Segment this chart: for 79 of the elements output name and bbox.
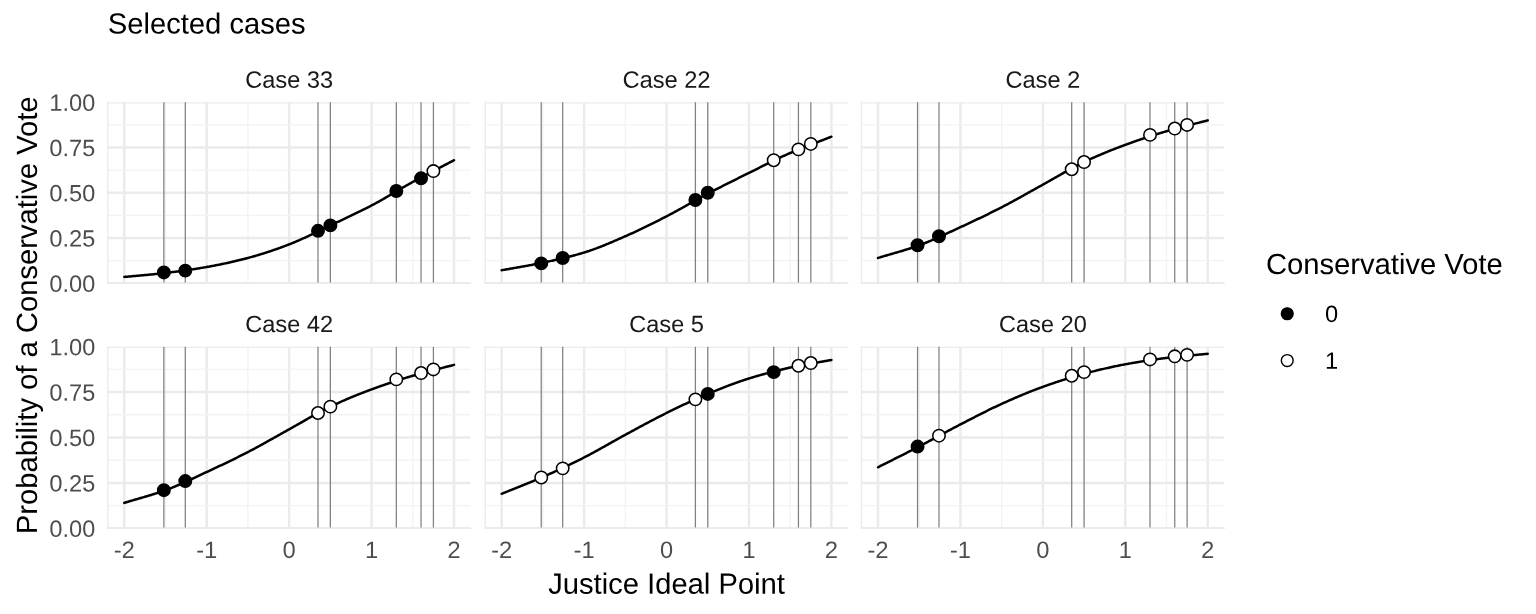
- legend-label: 0: [1325, 305, 1338, 323]
- point: [156, 265, 171, 280]
- x-tick-label: 2: [448, 541, 460, 558]
- y-tick-label: 0.25: [50, 474, 95, 492]
- point: [534, 470, 549, 485]
- point: [766, 365, 781, 380]
- x-tick-label: 0: [283, 541, 295, 559]
- x-tick-label: -1: [574, 541, 594, 558]
- point: [414, 366, 429, 381]
- x-tick-label: 1: [744, 541, 755, 558]
- y-tick-label: 0.75: [50, 139, 95, 157]
- point: [1064, 162, 1079, 177]
- x-tick-label: -1: [197, 541, 217, 558]
- chart-title: Case 33: [246, 71, 333, 88]
- point: [426, 164, 441, 179]
- point: [910, 439, 925, 454]
- point: [178, 474, 193, 489]
- point: [1167, 349, 1182, 364]
- point: [803, 356, 818, 371]
- legend-title: Conservative Vote: [1267, 252, 1502, 275]
- y-tick-label: 0.00: [50, 520, 95, 538]
- chart-title: Case 42: [246, 315, 332, 333]
- chart-title: Case 20: [1000, 315, 1086, 333]
- point: [791, 358, 806, 373]
- point: [932, 229, 946, 244]
- point: [178, 263, 193, 278]
- chart-title: Case 5: [630, 315, 703, 333]
- point: [311, 406, 325, 420]
- y-tick-label: 0.75: [50, 384, 95, 401]
- point: [156, 483, 171, 498]
- point: [323, 218, 338, 233]
- x-tick-label: -2: [492, 541, 511, 558]
- x-tick-label: -2: [868, 541, 888, 558]
- point: [688, 193, 703, 208]
- point: [700, 386, 715, 401]
- point: [1180, 347, 1195, 362]
- point: [534, 256, 549, 271]
- x-tick-label: 1: [366, 541, 377, 558]
- y-tick-label: 1.00: [51, 338, 95, 356]
- point: [932, 428, 946, 443]
- point: [389, 184, 404, 198]
- point: [414, 171, 429, 186]
- point: [1180, 117, 1195, 132]
- text: Selected cases: [109, 12, 305, 34]
- chart-title: Case 2: [1006, 71, 1080, 88]
- y-tick-label: 0.00: [50, 275, 95, 293]
- x-tick-label: 2: [826, 541, 837, 558]
- x-tick-label: 1: [1120, 541, 1131, 558]
- point: [1143, 127, 1157, 142]
- x-tick-label: -2: [114, 541, 134, 558]
- point: [311, 223, 325, 238]
- point: [700, 185, 715, 200]
- chart-title: Case 22: [623, 71, 710, 88]
- x-tick-label: -1: [950, 541, 970, 558]
- legend-label: 1: [1326, 352, 1338, 369]
- point: [803, 136, 818, 151]
- point: [688, 392, 703, 407]
- point: [1064, 368, 1079, 383]
- point: [426, 362, 441, 377]
- point: [791, 142, 806, 157]
- x-axis-title: Justice Ideal Point: [548, 572, 785, 594]
- point: [389, 372, 404, 387]
- x-tick-label: 2: [1202, 541, 1214, 558]
- point: [555, 250, 570, 265]
- point: [1077, 155, 1092, 170]
- point: [910, 238, 925, 253]
- y-tick-label: 1.00: [51, 94, 95, 112]
- point: [555, 461, 570, 476]
- point: [1167, 121, 1182, 136]
- y-tick-label: 0.50: [50, 184, 95, 202]
- y-axis-title: Probability of a Conservative Vote: [15, 97, 43, 532]
- point: [323, 399, 338, 414]
- y-tick-label: 0.50: [50, 429, 95, 447]
- x-tick-label: 0: [1037, 541, 1049, 559]
- point: [766, 153, 781, 168]
- y-tick-label: 0.25: [50, 230, 95, 247]
- point: [1143, 352, 1157, 367]
- point: [1077, 365, 1092, 380]
- x-tick-label: 0: [660, 541, 673, 559]
